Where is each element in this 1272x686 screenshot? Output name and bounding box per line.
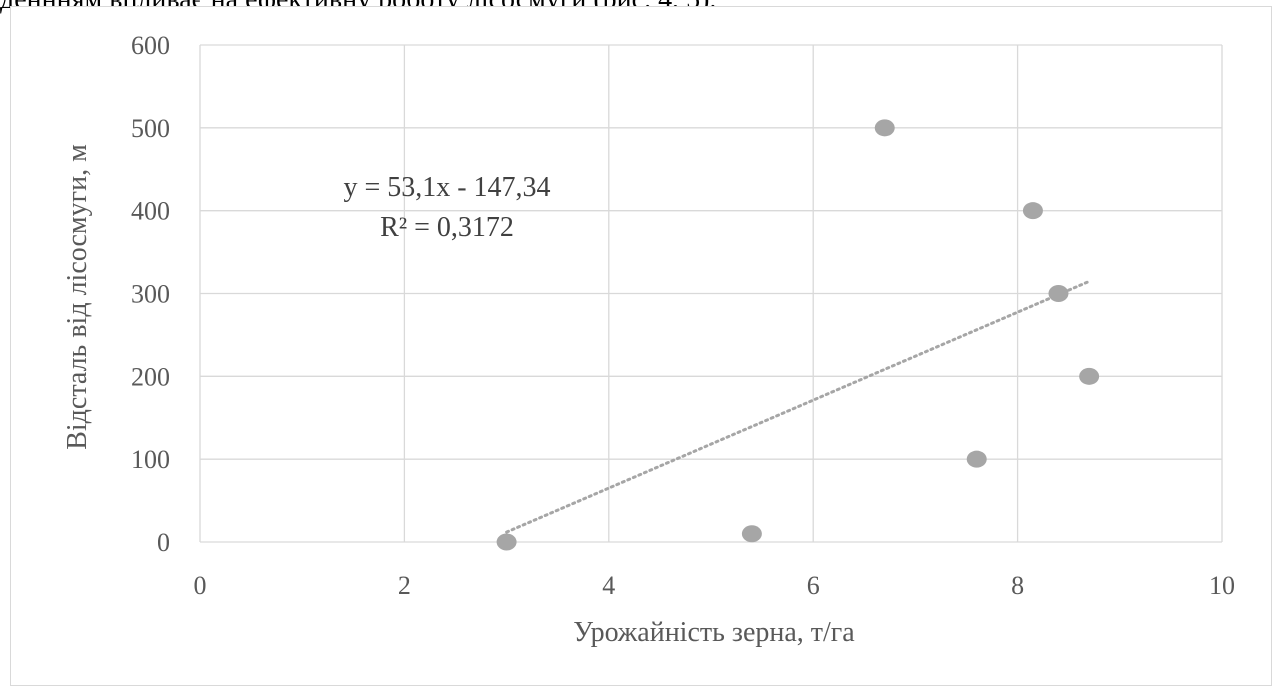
y-tick-label: 500	[131, 114, 170, 143]
x-tick-label: 4	[602, 571, 615, 600]
trendline	[505, 279, 1091, 534]
data-point	[1022, 202, 1043, 220]
data-point	[874, 119, 895, 137]
data-points	[496, 119, 1100, 551]
y-tick-label: 0	[157, 528, 170, 557]
x-tick-label: 2	[398, 571, 411, 600]
trendline-path	[505, 279, 1091, 534]
data-point	[1079, 367, 1100, 385]
x-tick-label: 0	[194, 571, 207, 600]
x-tick-label: 6	[807, 571, 820, 600]
data-point	[741, 525, 762, 543]
r-squared-label: R² = 0,3172	[380, 212, 514, 243]
data-point	[966, 450, 987, 468]
y-axis-tick-labels: 0 100 200 300 400 500 600	[131, 31, 170, 557]
x-tick-label: 10	[1209, 571, 1235, 600]
data-point	[1048, 285, 1069, 302]
trendline-equation: y = 53,1x - 147,34	[343, 172, 550, 203]
y-tick-label: 100	[131, 445, 170, 474]
y-tick-label: 400	[131, 197, 170, 226]
y-axis-title: Відсталь від лісосмуги, м	[62, 144, 93, 450]
x-axis-title: Урожайність зерна, т/га	[573, 617, 855, 648]
x-tick-label: 8	[1011, 571, 1024, 600]
y-tick-label: 600	[131, 31, 170, 60]
y-tick-label: 300	[131, 280, 170, 309]
y-tick-label: 200	[131, 362, 170, 391]
x-axis-tick-labels: 0 2 4 6 8 10	[194, 571, 1236, 600]
gridlines	[199, 44, 1223, 543]
data-point	[496, 533, 517, 551]
